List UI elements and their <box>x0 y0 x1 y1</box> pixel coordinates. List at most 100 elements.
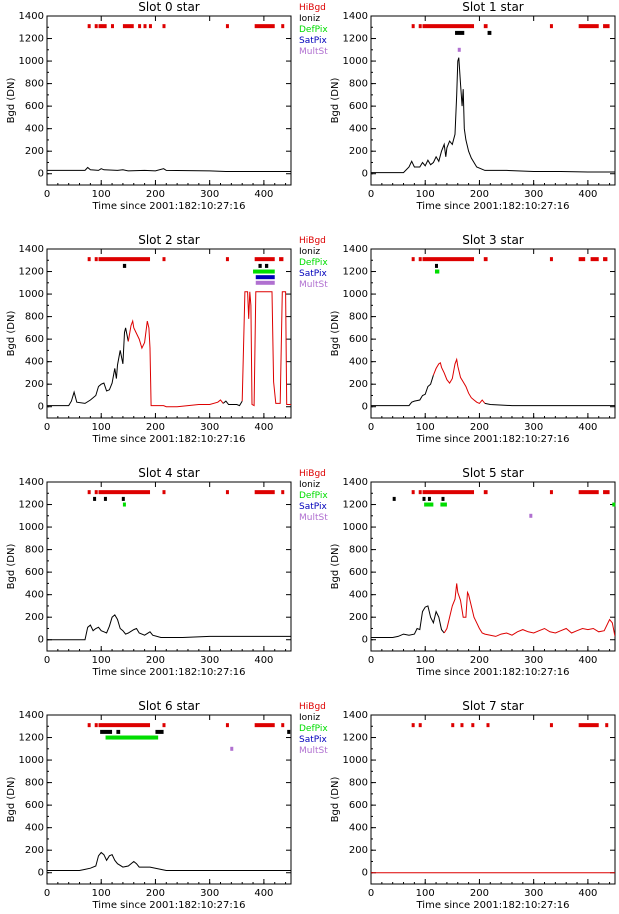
legend-hibgd: HiBgd <box>299 702 326 712</box>
y-tick-label: 1200 <box>19 267 44 278</box>
y-tick-label: 200 <box>25 845 44 856</box>
y-tick-label: 0 <box>38 402 44 413</box>
y-tick-label: 0 <box>362 169 368 180</box>
x-tick-label: 300 <box>524 655 543 666</box>
y-axis-label: Bgd (DN) <box>6 544 17 590</box>
flag-hibgd <box>122 24 134 29</box>
x-axis-label: Time since 2001:182:10:27:16 <box>416 201 570 212</box>
flag-hibgd <box>143 24 147 29</box>
x-tick-label: 400 <box>578 888 597 899</box>
flag-defpix <box>440 502 447 507</box>
y-axis-label: Bgd (DN) <box>330 544 341 590</box>
x-axis-label: Time since 2001:182:10:27:16 <box>416 900 570 911</box>
y-tick-label: 200 <box>349 612 368 623</box>
flag-hibgd <box>148 24 152 29</box>
flag-hibgd <box>225 490 229 495</box>
y-tick-label: 1000 <box>343 522 368 533</box>
flag-hibgd <box>225 723 229 728</box>
x-tick-label: 300 <box>200 888 219 899</box>
x-tick-label: 100 <box>416 422 435 433</box>
flag-hibgd <box>254 24 275 29</box>
y-tick-label: 800 <box>25 545 44 556</box>
flag-hibgd <box>483 490 488 495</box>
flag-hibgd <box>590 257 599 262</box>
y-tick-label: 200 <box>349 845 368 856</box>
y-axis-label: Bgd (DN) <box>6 777 17 823</box>
y-tick-label: 0 <box>38 169 44 180</box>
flag-hibgd <box>98 723 151 728</box>
flag-hibgd <box>460 723 464 728</box>
x-tick-label: 100 <box>92 888 111 899</box>
flag-hibgd <box>483 257 488 262</box>
y-tick-label: 600 <box>25 567 44 578</box>
x-tick-label: 400 <box>254 888 273 899</box>
legend-multst: MultSt <box>299 746 328 756</box>
y-tick-label: 800 <box>349 312 368 323</box>
y-axis-label: Bgd (DN) <box>330 777 341 823</box>
flag-ioniz <box>258 263 262 268</box>
y-tick-label: 1400 <box>343 477 368 488</box>
flag-satpix <box>255 275 275 280</box>
series-line-2 <box>484 402 615 407</box>
y-tick-label: 800 <box>25 79 44 90</box>
flag-hibgd <box>162 490 166 495</box>
flag-ioniz <box>287 729 291 734</box>
flag-hibgd <box>411 490 415 495</box>
y-axis-label: Bgd (DN) <box>330 311 341 357</box>
flag-hibgd <box>486 723 490 728</box>
flag-hibgd <box>87 24 91 29</box>
chart-panel-1: Slot 1 star 0 100 200 300 400 0 200 400 600 800 100… <box>330 0 616 212</box>
y-tick-label: 1200 <box>19 733 44 744</box>
series-line-3 <box>241 291 291 407</box>
y-tick-label: 1400 <box>19 244 44 255</box>
y-tick-label: 400 <box>25 823 44 834</box>
y-tick-label: 0 <box>38 635 44 646</box>
flag-ioniz <box>155 729 164 734</box>
flag-hibgd <box>422 24 475 29</box>
flag-hibgd <box>98 24 107 29</box>
y-tick-label: 1000 <box>19 522 44 533</box>
flag-hibgd <box>281 24 285 29</box>
x-tick-label: 300 <box>524 189 543 200</box>
y-tick-label: 1400 <box>19 477 44 488</box>
chart-title: Slot 6 star <box>138 699 200 713</box>
flag-defpix <box>424 502 434 507</box>
y-tick-label: 800 <box>25 312 44 323</box>
x-tick-label: 0 <box>44 189 50 200</box>
flag-hibgd <box>578 257 586 262</box>
flag-hibgd <box>411 723 415 728</box>
plot-frame <box>370 714 616 885</box>
x-tick-label: 300 <box>200 655 219 666</box>
x-tick-label: 400 <box>578 655 597 666</box>
y-tick-label: 600 <box>349 101 368 112</box>
x-tick-label: 300 <box>524 888 543 899</box>
x-axis-label: Time since 2001:182:10:27:16 <box>416 434 570 445</box>
y-tick-label: 1000 <box>19 755 44 766</box>
chart-panel-7: Slot 7 star 0 100 200 300 400 0 200 400 600 800 100… <box>330 699 616 911</box>
y-tick-label: 1400 <box>343 244 368 255</box>
x-tick-label: 200 <box>146 888 165 899</box>
y-tick-label: 1200 <box>343 34 368 45</box>
flag-hibgd <box>162 257 166 262</box>
flag-hibgd <box>603 24 610 29</box>
flag-defpix <box>112 735 159 740</box>
flag-hibgd <box>411 257 415 262</box>
x-tick-label: 0 <box>368 888 374 899</box>
flag-ioniz <box>100 729 113 734</box>
flag-hibgd <box>94 723 98 728</box>
flag-hibgd <box>279 257 284 262</box>
flag-hibgd <box>451 723 455 728</box>
flag-multst <box>230 746 234 751</box>
y-tick-label: 800 <box>25 778 44 789</box>
legend-defpix: DefPix <box>299 724 328 734</box>
plot-frame <box>46 15 292 186</box>
flag-hibgd <box>483 24 488 29</box>
flag-hibgd <box>418 723 422 728</box>
series-line-0 <box>371 375 434 407</box>
series-line-0 <box>371 605 445 638</box>
flag-hibgd <box>254 490 275 495</box>
legend-hibgd: HiBgd <box>299 469 326 479</box>
y-tick-label: 400 <box>349 124 368 135</box>
y-tick-label: 1000 <box>343 289 368 300</box>
